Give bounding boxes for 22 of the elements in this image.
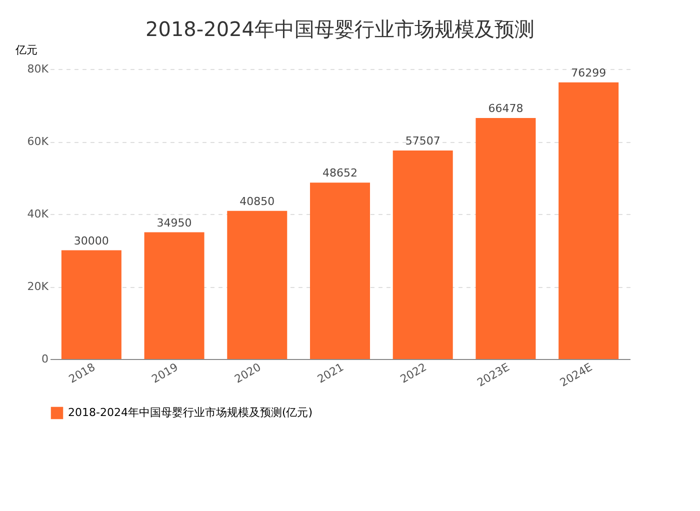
data-label: 34950 (156, 216, 192, 230)
bar (558, 82, 619, 359)
bar (392, 150, 453, 359)
data-label: 57507 (405, 134, 440, 148)
bar (61, 250, 122, 359)
data-label: 40850 (240, 194, 275, 208)
bar (310, 182, 370, 359)
y-tick-label: 80K (27, 62, 50, 76)
y-tick-label: 0 (42, 352, 48, 366)
bar (476, 118, 536, 359)
y-tick-label: 40K (27, 208, 50, 220)
y-tick-label: 20K (27, 280, 50, 293)
data-label: 76299 (571, 66, 606, 80)
chart-title: 2018-2024年中国母婴行业市场规模及预测 (145, 17, 535, 41)
data-label: 30000 (74, 234, 109, 248)
y-tick-label: 60K (27, 135, 50, 148)
data-label: 48652 (322, 166, 358, 180)
legend-label: 2018-2024年中国母婴行业市场规模及预测(亿元) (68, 406, 313, 419)
y-axis-title: 亿元 (14, 44, 38, 56)
bar (227, 210, 288, 359)
bar (144, 232, 204, 359)
data-label: 66478 (488, 102, 524, 116)
